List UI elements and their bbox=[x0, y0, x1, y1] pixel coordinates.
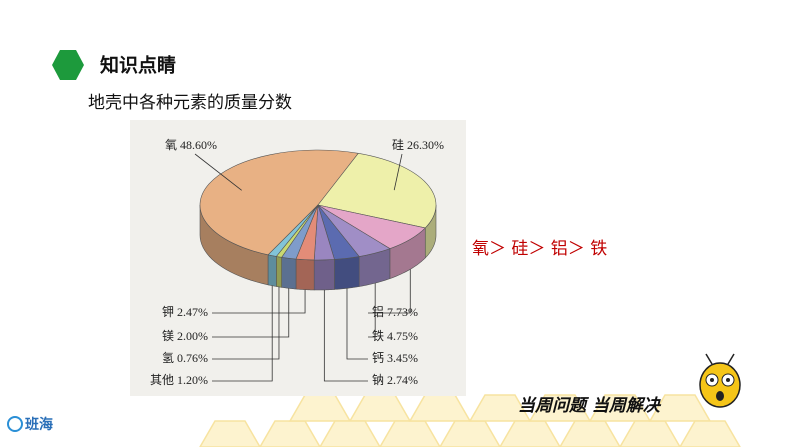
leader-line bbox=[212, 289, 306, 314]
slogan: 当周问题 当周解决 bbox=[518, 396, 662, 416]
pie-side bbox=[267, 254, 277, 287]
pie-label: 钙 3.45% bbox=[372, 351, 418, 365]
logo: 班海 bbox=[25, 416, 53, 433]
value-label: 1.20% bbox=[177, 373, 208, 387]
header-subtitle: 地壳中各种元素的质量分数 bbox=[88, 93, 292, 113]
leader-line bbox=[368, 283, 376, 338]
pie-slice bbox=[267, 204, 319, 257]
pie-label: 铝 7.73% bbox=[372, 304, 418, 319]
pie-label: 氧 48.60% bbox=[165, 138, 217, 152]
value-label: 4.75% bbox=[387, 329, 418, 343]
value-label: 2.47% bbox=[177, 305, 208, 319]
category-label: 硅 bbox=[392, 138, 404, 152]
category-label: 镁 bbox=[162, 329, 174, 343]
pie-label: 钠 2.74% bbox=[372, 372, 418, 387]
pie-chart: 氧 48.60% 硅 26.30%铝 7.73%铁 4.75%钙 3.45%钠 2.74%钾 2… bbox=[150, 138, 444, 387]
leader-line bbox=[194, 153, 242, 191]
value-label: 0.76% bbox=[177, 351, 208, 365]
pie-slice bbox=[199, 149, 359, 256]
pie-side bbox=[334, 256, 360, 290]
pie-label: 氢 0.76% bbox=[162, 350, 208, 365]
leader-line bbox=[212, 286, 280, 360]
pie-side bbox=[313, 259, 335, 291]
leader-line bbox=[212, 288, 290, 338]
category-label: 钠 bbox=[372, 372, 384, 387]
bee-mascot bbox=[699, 353, 741, 408]
pie-label: 其他 1.20% bbox=[150, 373, 208, 387]
category-label: 钙 bbox=[372, 351, 384, 365]
category-label: 铁 bbox=[372, 329, 384, 343]
leader-line bbox=[368, 269, 411, 314]
pie-label: 硅 26.30% bbox=[392, 138, 444, 152]
honeycomb bbox=[199, 394, 741, 447]
value-label: 7.73% bbox=[387, 305, 418, 319]
header-title: 知识点睛 bbox=[100, 54, 176, 77]
conclusion: 氧＞ 硅＞ 铝＞ 铁 bbox=[472, 239, 607, 259]
pie-label: 钾 2.47% bbox=[162, 305, 208, 319]
pie-label: 镁 2.00% bbox=[162, 329, 208, 343]
value-label: 26.30% bbox=[407, 138, 444, 152]
value-label: 3.45% bbox=[387, 351, 418, 365]
category-label: 钾 bbox=[162, 305, 174, 319]
pie-side bbox=[281, 256, 297, 290]
category-label: 氧 bbox=[165, 138, 177, 152]
leader-line bbox=[212, 285, 273, 382]
header-hexagon bbox=[52, 50, 84, 80]
pie-label: 铁 4.75% bbox=[372, 329, 418, 343]
category-label: 氢 bbox=[162, 350, 174, 365]
value-label: 2.74% bbox=[387, 373, 418, 387]
category-label: 其他 bbox=[150, 373, 174, 387]
leader-line bbox=[393, 153, 403, 191]
leader-line bbox=[323, 289, 368, 382]
leader-line bbox=[346, 288, 368, 360]
pie-slice bbox=[317, 152, 437, 229]
value-label: 2.00% bbox=[177, 329, 208, 343]
value-label: 48.60% bbox=[180, 138, 217, 152]
category-label: 铝 bbox=[372, 304, 384, 319]
logo-icon bbox=[7, 416, 23, 432]
pie-side bbox=[295, 258, 315, 291]
pie-side bbox=[276, 256, 282, 288]
